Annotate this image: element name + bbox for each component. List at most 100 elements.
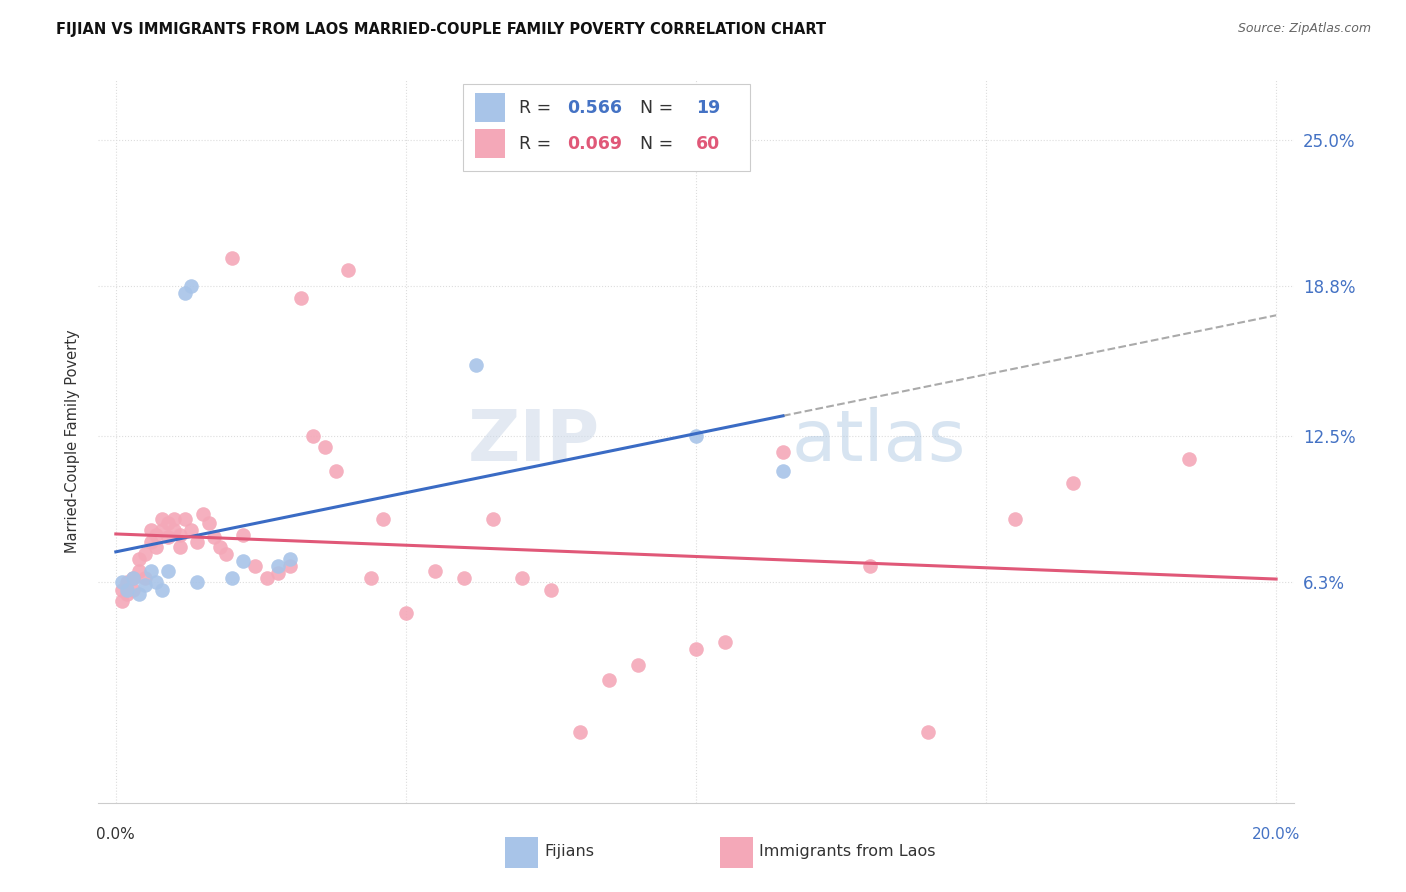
Point (128, 551, 150, 566)
Point (204, 531, 226, 545)
Point (180, 524, 202, 538)
Point (117, 575, 139, 590)
Point (174, 511, 197, 525)
FancyBboxPatch shape (505, 838, 538, 868)
Point (134, 547, 156, 561)
Point (685, 428, 707, 442)
Point (157, 516, 180, 531)
Point (150, 511, 173, 525)
Point (215, 547, 238, 561)
Point (685, 641, 707, 656)
Point (186, 535, 208, 549)
Point (180, 279, 202, 293)
Point (150, 524, 173, 538)
Text: R =: R = (519, 99, 557, 117)
Point (122, 571, 145, 585)
Text: Immigrants from Laos: Immigrants from Laos (759, 845, 936, 859)
Point (540, 582, 562, 597)
Point (859, 558, 882, 573)
Point (278, 551, 301, 566)
Point (232, 528, 254, 542)
Point (267, 566, 290, 580)
Point (221, 571, 243, 585)
Point (145, 540, 167, 554)
Point (243, 558, 266, 573)
Point (139, 535, 162, 549)
Point (191, 507, 214, 521)
Point (423, 564, 446, 578)
Point (128, 564, 150, 578)
Point (117, 587, 139, 601)
Point (209, 540, 232, 554)
Point (186, 575, 208, 590)
Point (371, 511, 394, 525)
Point (169, 528, 191, 542)
Text: Fijians: Fijians (544, 845, 595, 859)
Point (917, 724, 939, 739)
Point (278, 558, 301, 573)
Point (325, 464, 347, 478)
Text: 0.566: 0.566 (567, 99, 621, 117)
Point (128, 587, 150, 601)
Point (482, 511, 505, 525)
Point (122, 571, 145, 585)
Point (568, 724, 591, 739)
Text: N =: N = (628, 135, 679, 153)
Point (163, 511, 186, 525)
Point (174, 286, 197, 301)
Text: N =: N = (628, 99, 679, 117)
FancyBboxPatch shape (475, 94, 505, 122)
Point (598, 673, 620, 687)
Point (627, 658, 650, 673)
Point (139, 564, 162, 578)
Point (1062, 475, 1084, 490)
Point (267, 558, 290, 573)
Text: R =: R = (519, 135, 557, 153)
Point (111, 594, 134, 608)
Point (302, 428, 325, 442)
Point (197, 516, 219, 531)
Text: ZIP: ZIP (468, 407, 600, 476)
FancyBboxPatch shape (720, 838, 754, 868)
Text: 60: 60 (696, 135, 720, 153)
Point (395, 607, 418, 621)
Point (157, 564, 180, 578)
Point (360, 571, 382, 585)
Point (163, 524, 186, 538)
Point (510, 571, 533, 585)
Point (122, 582, 145, 597)
Point (336, 262, 359, 277)
Text: FIJIAN VS IMMIGRANTS FROM LAOS MARRIED-COUPLE FAMILY POVERTY CORRELATION CHART: FIJIAN VS IMMIGRANTS FROM LAOS MARRIED-C… (56, 22, 827, 37)
Point (169, 540, 191, 554)
Point (1178, 452, 1201, 467)
Text: 19: 19 (696, 99, 720, 117)
Point (139, 524, 162, 538)
Text: 0.069: 0.069 (567, 135, 621, 153)
Y-axis label: Married-Couple Family Poverty: Married-Couple Family Poverty (65, 330, 80, 553)
Point (453, 571, 475, 585)
Text: atlas: atlas (792, 407, 966, 476)
Point (134, 578, 156, 592)
Point (111, 582, 134, 597)
Text: Source: ZipAtlas.com: Source: ZipAtlas.com (1237, 22, 1371, 36)
Point (117, 582, 139, 597)
Point (290, 291, 312, 305)
Point (157, 531, 180, 545)
Point (1004, 511, 1026, 525)
Point (772, 445, 794, 459)
Point (150, 582, 173, 597)
FancyBboxPatch shape (475, 129, 505, 158)
Point (314, 441, 336, 455)
FancyBboxPatch shape (463, 84, 749, 170)
Point (256, 571, 278, 585)
Point (111, 575, 134, 590)
Point (221, 251, 243, 265)
Point (772, 464, 794, 478)
Point (232, 554, 254, 568)
Point (134, 571, 156, 585)
Point (145, 575, 167, 590)
Point (145, 528, 167, 542)
Point (714, 634, 737, 648)
Text: 0.0%: 0.0% (97, 828, 135, 842)
Text: 20.0%: 20.0% (1251, 828, 1301, 842)
